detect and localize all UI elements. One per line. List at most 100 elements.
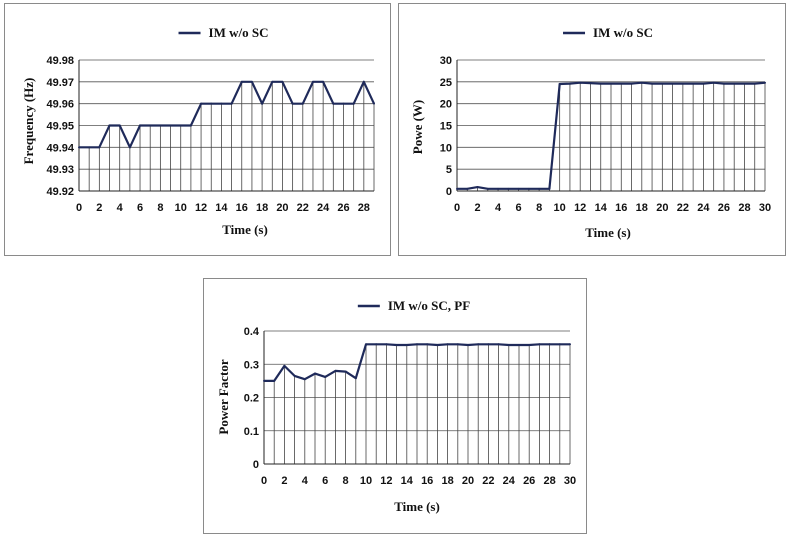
power-factor-data-point — [426, 343, 429, 346]
power-data-point — [476, 186, 479, 189]
power-factor-data-point — [558, 343, 561, 346]
power-x-tick-label: 18 — [636, 202, 648, 214]
frequency-data-point — [291, 102, 294, 105]
power-data-point — [733, 82, 736, 85]
power-data-point — [548, 187, 551, 190]
frequency-x-tick-label: 16 — [236, 202, 248, 214]
power-factor-data-point — [293, 374, 296, 377]
frequency-x-tick-label: 14 — [215, 202, 228, 214]
power-factor-x-tick-label: 6 — [322, 475, 328, 487]
power-factor-data-point — [385, 343, 388, 346]
power-factor-data-point — [487, 343, 490, 346]
frequency-x-tick-label: 26 — [337, 202, 349, 214]
power-y-tick-label: 0 — [446, 186, 452, 198]
power-x-tick-label: 22 — [677, 202, 689, 214]
power-data-point — [599, 82, 602, 85]
power-factor-x-tick-label: 8 — [343, 475, 349, 487]
frequency-data-point — [189, 124, 192, 127]
frequency-data-point — [139, 124, 142, 127]
power-factor-data-point — [273, 379, 276, 382]
frequency-data-point — [362, 80, 365, 83]
frequency-data-point — [128, 146, 131, 149]
power-factor-x-tick-label: 12 — [380, 475, 392, 487]
power-data-point — [466, 187, 469, 190]
power-factor-data-point — [436, 343, 439, 346]
frequency-data-point — [230, 102, 233, 105]
power-y-tick-label: 20 — [440, 99, 452, 111]
power-factor-data-point — [456, 343, 459, 346]
power-y-tick-label: 15 — [440, 121, 452, 133]
frequency-data-point — [169, 124, 172, 127]
power-factor-x-tick-label: 20 — [462, 475, 474, 487]
power-factor-data-point — [314, 372, 316, 375]
power-factor-x-tick-label: 0 — [261, 475, 267, 487]
frequency-data-point — [281, 80, 284, 83]
power-y-tick-label: 25 — [440, 77, 452, 89]
power-factor-data-point — [395, 343, 398, 346]
frequency-data-point — [261, 102, 264, 105]
power-factor-data-point — [518, 343, 520, 346]
power-data-point — [651, 82, 654, 85]
frequency-data-point — [88, 146, 91, 149]
frequency-data-point — [200, 102, 203, 105]
power-x-tick-label: 10 — [554, 202, 566, 214]
power-data-point — [661, 82, 664, 85]
power-x-tick-label: 8 — [536, 202, 542, 214]
power-y-tick-label: 5 — [446, 164, 452, 176]
frequency-x-tick-label: 18 — [256, 202, 268, 214]
power-data-point — [507, 187, 510, 190]
power-x-tick-label: 6 — [516, 202, 522, 214]
power-factor-chart-panel: IM w/o SC, PF 0 0.1 0.2 0.3 0.4 0 2 4 6 8 10 12 14 16… — [203, 278, 587, 534]
power-factor-data-point — [416, 343, 418, 346]
power-factor-data-point — [354, 377, 357, 380]
power-x-tick-label: 2 — [474, 202, 480, 214]
power-x-tick-label: 14 — [595, 202, 608, 214]
power-x-tick-label: 28 — [738, 202, 750, 214]
power-factor-data-point — [365, 343, 367, 346]
frequency-data-point — [240, 80, 243, 83]
power-factor-x-tick-label: 2 — [281, 475, 287, 487]
frequency-y-tick-label: 49.98 — [46, 55, 74, 67]
power-data-point — [610, 82, 612, 85]
power-chart-panel: IM w/o SC 0 5 10 15 20 25 30 0 2 4 6 8 10 12 14 16 18 20 2… — [398, 3, 786, 256]
power-data-point — [702, 82, 705, 85]
power-data-point — [517, 187, 520, 190]
frequency-legend-label: IM w/o SC — [209, 25, 269, 40]
power-factor-x-tick-label: 28 — [543, 475, 555, 487]
frequency-x-tick-label: 20 — [276, 202, 288, 214]
frequency-data-point — [311, 80, 314, 83]
power-factor-x-tick-label: 26 — [523, 475, 535, 487]
power-factor-legend-label: IM w/o SC, PF — [388, 298, 470, 313]
frequency-x-tick-label: 8 — [157, 202, 163, 214]
frequency-x-tick-label: 4 — [117, 202, 124, 214]
power-factor-data-point — [344, 370, 347, 373]
frequency-chart: IM w/o SC 49.92 49.93 49.94 49.95 49.96 49.97… — [21, 25, 375, 237]
frequency-x-tick-label: 28 — [358, 202, 370, 214]
power-data-point — [558, 83, 561, 86]
frequency-x-tick-label: 0 — [76, 202, 82, 214]
frequency-y-axis-title: Frequency (Hz) — [21, 78, 36, 165]
power-x-axis-title: Time (s) — [585, 225, 631, 240]
power-factor-data-point — [446, 343, 449, 346]
power-factor-y-tick-label: 0 — [253, 459, 259, 471]
frequency-data-point — [108, 124, 111, 127]
frequency-y-tick-label: 49.94 — [46, 142, 74, 154]
power-factor-data-point — [569, 343, 571, 346]
frequency-y-tick-label: 49.96 — [46, 99, 74, 111]
power-factor-data-point — [467, 343, 469, 346]
power-data-point — [722, 82, 725, 85]
frequency-data-point — [250, 80, 253, 83]
frequency-y-tick-label: 49.97 — [46, 77, 74, 89]
frequency-chart-panel: IM w/o SC 49.92 49.93 49.94 49.95 49.96 49.97… — [4, 3, 391, 256]
power-x-tick-label: 24 — [697, 202, 710, 214]
power-data-point — [589, 82, 592, 85]
power-factor-chart: IM w/o SC, PF 00.10.20.30.40 2 4 6 8 10 12 14 16… — [216, 298, 576, 514]
power-factor-data-point — [538, 343, 541, 346]
frequency-x-tick-label: 10 — [175, 202, 187, 214]
power-factor-data-point — [375, 343, 378, 346]
power-data-point — [620, 82, 623, 85]
power-data-point — [712, 81, 715, 84]
power-x-tick-label: 26 — [718, 202, 730, 214]
power-y-tick-label: 10 — [440, 142, 452, 154]
